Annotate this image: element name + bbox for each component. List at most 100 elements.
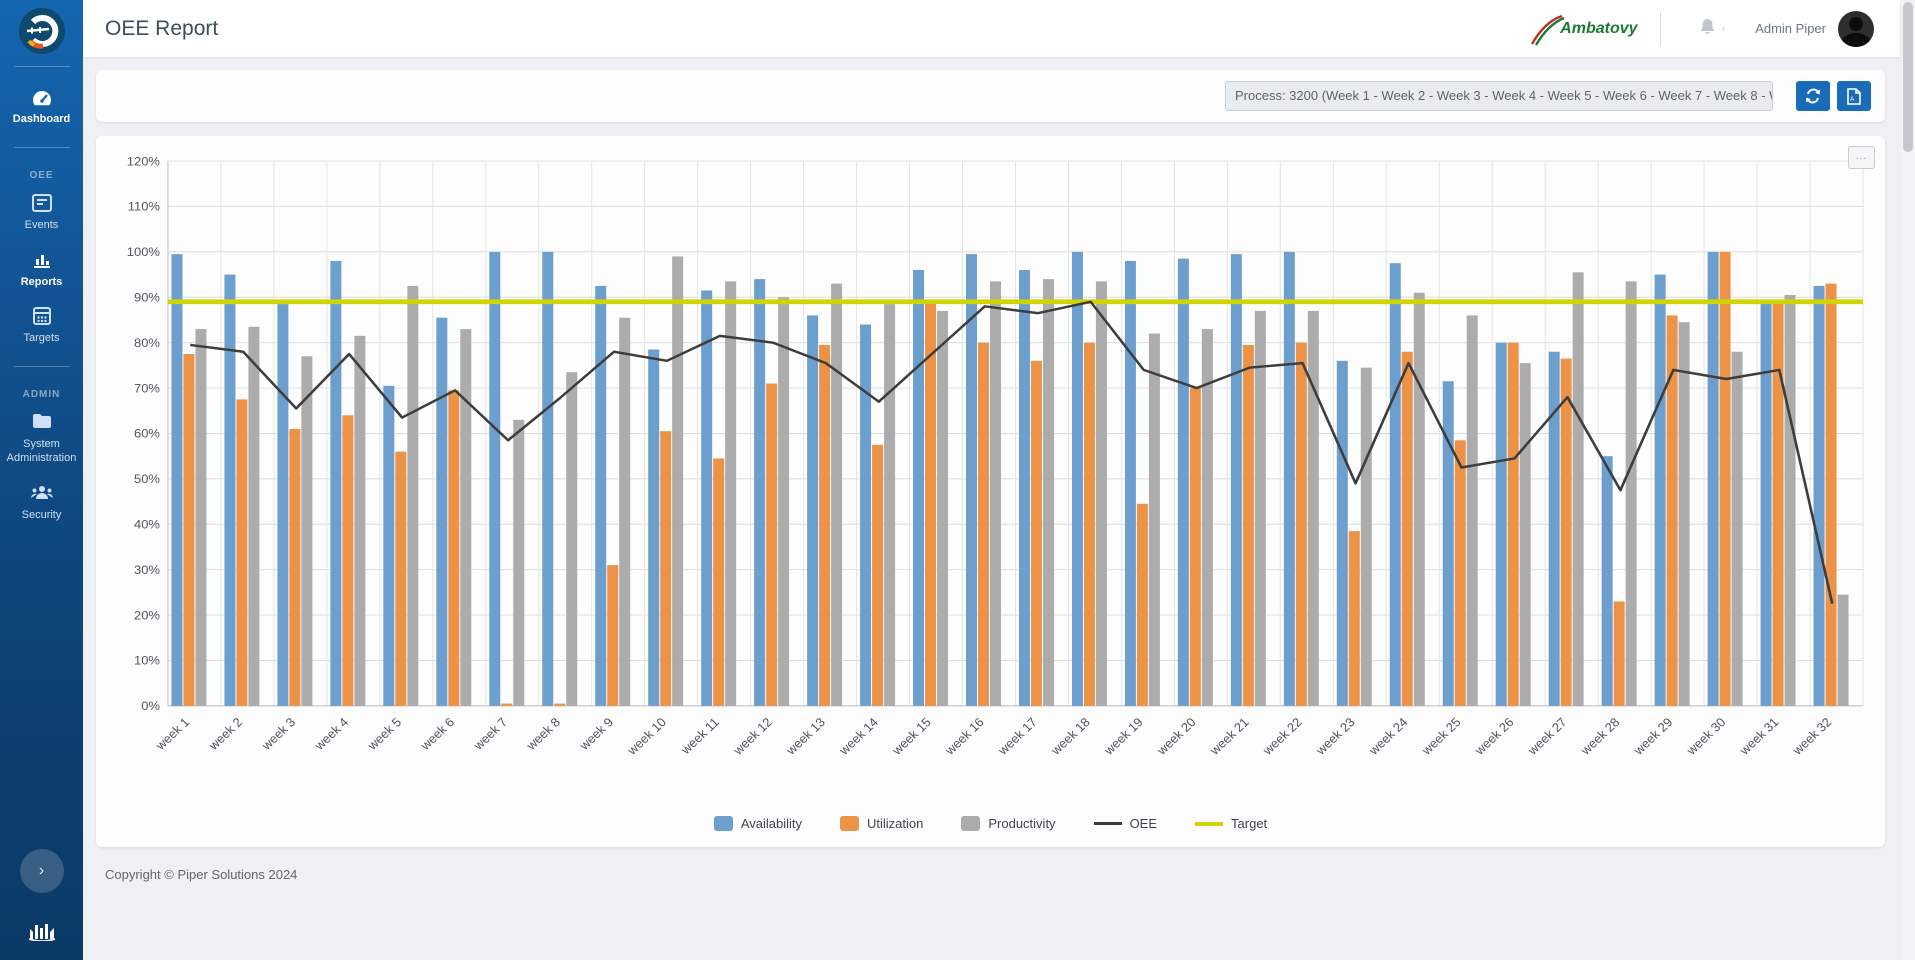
bar-productivity-week-24 [1413,292,1425,706]
svg-text:A: A [1850,96,1855,103]
bar-utilization-week-15 [925,301,937,706]
notifications-bell-icon[interactable] [1699,17,1716,40]
bar-availability-week-28 [1601,456,1613,706]
bar-availability-week-15 [913,270,925,706]
bar-productivity-week-11 [725,281,737,706]
bar-utilization-week-32 [1825,283,1837,706]
bar-productivity-week-28 [1625,281,1637,706]
scrollbar-thumb[interactable] [1903,2,1913,152]
targets-icon [2,306,81,327]
x-axis-label: week 7 [470,715,510,753]
bar-utilization-week-19 [1136,503,1148,706]
bar-productivity-week-31 [1784,294,1796,706]
bar-utilization-week-22 [1295,342,1307,706]
svg-text:10%: 10% [134,654,160,668]
bar-availability-week-19 [1124,260,1136,706]
bar-availability-week-5 [383,385,395,706]
page-scrollbar[interactable] [1901,0,1915,960]
avatar[interactable] [1838,10,1874,47]
bar-utilization-week-4 [342,415,354,706]
bar-utilization-week-10 [660,431,672,706]
svg-text:110%: 110% [128,200,160,214]
bar-availability-week-17 [1018,270,1030,706]
bar-utilization-week-7 [501,703,513,706]
bar-utilization-week-2 [236,399,248,706]
sidebar-item-system-administration[interactable]: System Administration [0,404,83,475]
svg-text:80%: 80% [134,336,160,350]
x-axis-label: week 16 [942,715,987,758]
svg-text:70%: 70% [134,382,160,396]
bar-availability-week-4 [330,260,342,706]
x-axis-label: week 19 [1101,715,1146,758]
process-selector[interactable]: Process: 3200 (Week 1 - Week 2 - Week 3 … [1225,81,1773,111]
export-pdf-button[interactable]: A [1837,81,1871,111]
bar-availability-week-24 [1389,263,1401,706]
bar-productivity-week-29 [1678,322,1690,706]
x-axis-label: week 25 [1419,715,1464,758]
x-axis-label: week 17 [995,715,1040,758]
chart-menu-button[interactable]: ... [1848,146,1875,169]
bar-availability-week-30 [1707,251,1719,706]
bar-productivity-week-6 [460,329,472,706]
bar-productivity-week-2 [248,326,260,706]
bar-availability-week-20 [1177,258,1189,706]
x-axis-label: week 26 [1472,715,1517,758]
bar-productivity-week-21 [1254,310,1266,706]
bar-utilization-week-26 [1507,342,1519,706]
sidebar-item-reports[interactable]: Reports [0,242,83,298]
footer-logo-icon [28,919,56,946]
x-axis-label: week 21 [1207,715,1252,758]
ambatovy-swoosh-icon [1531,14,1565,46]
sidebar-divider [13,366,70,368]
x-axis-label: week 24 [1366,715,1411,758]
x-axis-label: week 12 [730,715,775,758]
bar-utilization-week-25 [1454,440,1466,706]
legend-item-target[interactable]: Target [1195,816,1267,831]
legend-item-utilization[interactable]: Utilization [840,816,923,831]
sidebar-item-label: Reports [20,275,63,288]
bar-availability-week-2 [224,274,236,706]
legend-item-oee[interactable]: OEE [1093,816,1157,831]
bar-productivity-week-15 [937,310,949,706]
x-axis-label: week 23 [1313,715,1358,758]
page-title: OEE Report [105,16,219,40]
x-axis-label: week 31 [1736,715,1781,758]
bar-productivity-week-32 [1837,594,1849,706]
refresh-button[interactable] [1796,81,1830,111]
sidebar-item-targets[interactable]: Targets [0,298,83,354]
app-logo-icon[interactable] [18,8,65,54]
legend-item-productivity[interactable]: Productivity [961,816,1056,831]
bar-productivity-week-3 [301,356,313,706]
bar-utilization-week-6 [448,390,460,706]
sidebar-item-label: System Administration [6,438,77,465]
bar-availability-week-6 [436,317,448,706]
legend-item-availability[interactable]: Availability [713,816,802,831]
sidebar-expand-button[interactable]: › [19,849,64,893]
svg-text:30%: 30% [134,563,160,577]
svg-text:20%: 20% [134,609,160,623]
bar-productivity-week-20 [1201,329,1213,706]
bar-utilization-week-17 [1030,360,1042,706]
bar-productivity-week-23 [1360,367,1372,706]
x-axis-label: week 20 [1154,715,1199,758]
legend-swatch [1195,821,1224,826]
bar-utilization-week-11 [713,458,725,706]
bar-availability-week-22 [1283,251,1295,706]
bar-productivity-week-25 [1466,315,1478,706]
sidebar-item-security[interactable]: Security [0,475,83,531]
bar-productivity-week-9 [619,317,631,706]
bar-availability-week-10 [648,349,660,706]
top-header: OEE Report Ambatovy › Admin Piper [83,0,1900,57]
bar-utilization-week-3 [289,428,301,706]
sidebar-item-events[interactable]: Events [0,185,83,241]
sidebar-item-dashboard[interactable]: Dashboard [0,79,83,135]
bar-utilization-week-28 [1613,601,1625,706]
chevron-right-icon[interactable]: › [1721,22,1726,35]
legend-swatch [961,816,981,831]
bar-availability-week-31 [1760,301,1772,706]
x-axis-label: week 5 [364,715,404,753]
bar-utilization-week-23 [1348,531,1360,706]
x-axis-label: week 30 [1683,715,1728,758]
x-axis-label: week 29 [1630,715,1675,758]
events-icon [2,194,81,214]
